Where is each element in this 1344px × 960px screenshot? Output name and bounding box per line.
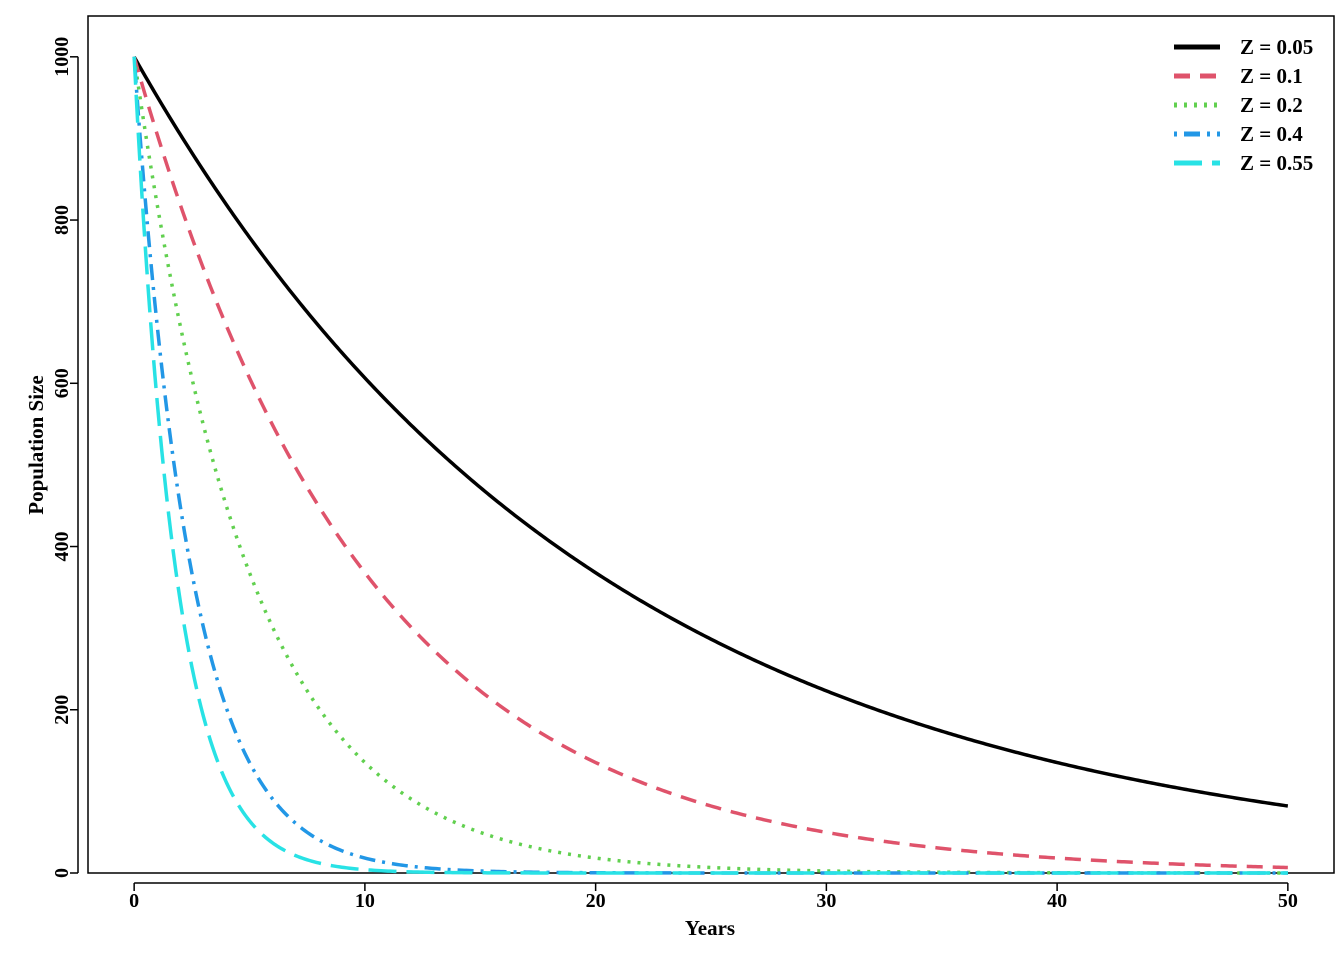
y-axis-title: Population Size <box>24 375 48 514</box>
x-tick-label: 40 <box>1047 890 1067 912</box>
x-tick-label: 0 <box>129 890 139 912</box>
y-tick-label: 1000 <box>51 37 73 77</box>
x-tick-label: 30 <box>816 890 836 912</box>
y-tick-label: 600 <box>51 368 73 398</box>
legend-label: Z = 0.2 <box>1240 93 1303 117</box>
series-line <box>132 55 1289 808</box>
x-tick-label: 10 <box>355 890 375 912</box>
y-tick-label: 400 <box>51 532 73 562</box>
series-line <box>132 56 1288 875</box>
y-tick-label: 800 <box>51 205 73 235</box>
y-tick-label: 0 <box>51 868 73 878</box>
series-lines <box>132 55 1289 875</box>
y-tick-label: 200 <box>51 695 73 725</box>
y-axis: 0 200 400 600 800 1000 <box>51 37 79 878</box>
legend: Z = 0.05 Z = 0.1 Z = 0.2 Z = 0.4 Z = 0.55 <box>1174 35 1313 175</box>
series-line <box>132 56 1288 875</box>
legend-label: Z = 0.05 <box>1240 35 1313 59</box>
x-tick-label: 20 <box>586 890 606 912</box>
legend-label: Z = 0.1 <box>1240 64 1303 88</box>
legend-label: Z = 0.55 <box>1240 151 1313 175</box>
plot-frame <box>87 15 1335 874</box>
x-axis-title: Years <box>685 916 735 940</box>
legend-label: Z = 0.4 <box>1240 122 1303 146</box>
series-line <box>132 56 1288 870</box>
x-tick-label: 50 <box>1278 890 1298 912</box>
x-axis: 0 10 20 30 40 50 <box>129 882 1298 912</box>
series-line <box>132 56 1288 875</box>
